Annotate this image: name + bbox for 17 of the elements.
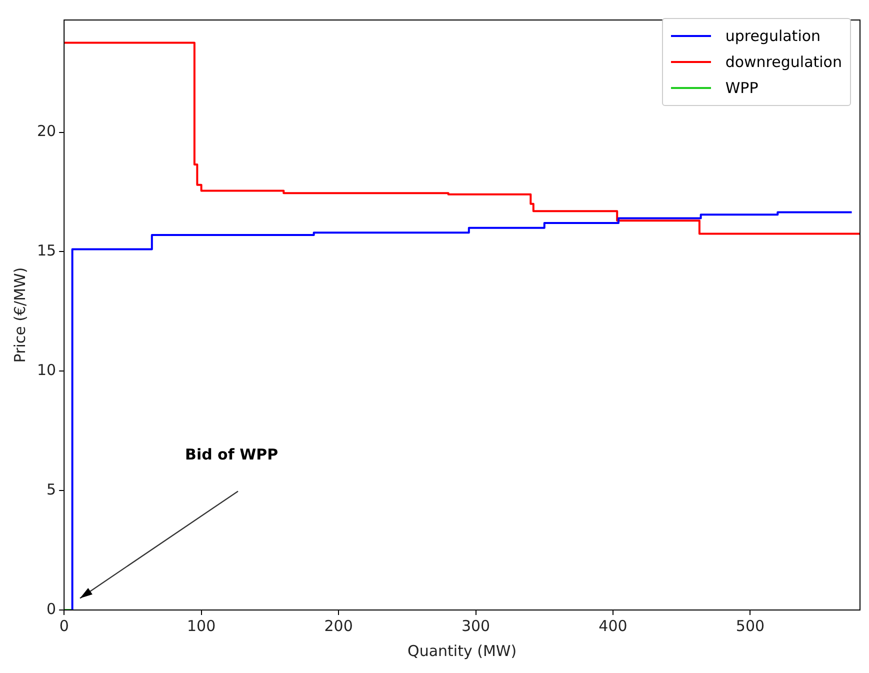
legend-label: downregulation: [725, 53, 842, 71]
legend-label: WPP: [725, 79, 758, 97]
y-tick-label: 20: [36, 122, 56, 140]
x-tick-label: 200: [324, 616, 353, 635]
annotation: Bid of WPP: [185, 446, 278, 464]
y-tick-label: 0: [46, 600, 56, 618]
x-tick-label: 300: [461, 616, 490, 635]
y-tick-label: 5: [46, 480, 56, 498]
x-tick-label: 100: [186, 616, 216, 635]
x-tick-label: 500: [736, 616, 765, 635]
x-axis-title: Quantity (MW): [408, 642, 517, 660]
y-axis-title: Price (€/MW): [10, 267, 29, 363]
x-tick-label: 400: [598, 616, 628, 635]
legend-label: upregulation: [725, 27, 821, 45]
y-tick-label: 10: [36, 361, 56, 380]
y-tick-label: 15: [36, 242, 56, 260]
x-tick-label: 0: [59, 616, 69, 635]
